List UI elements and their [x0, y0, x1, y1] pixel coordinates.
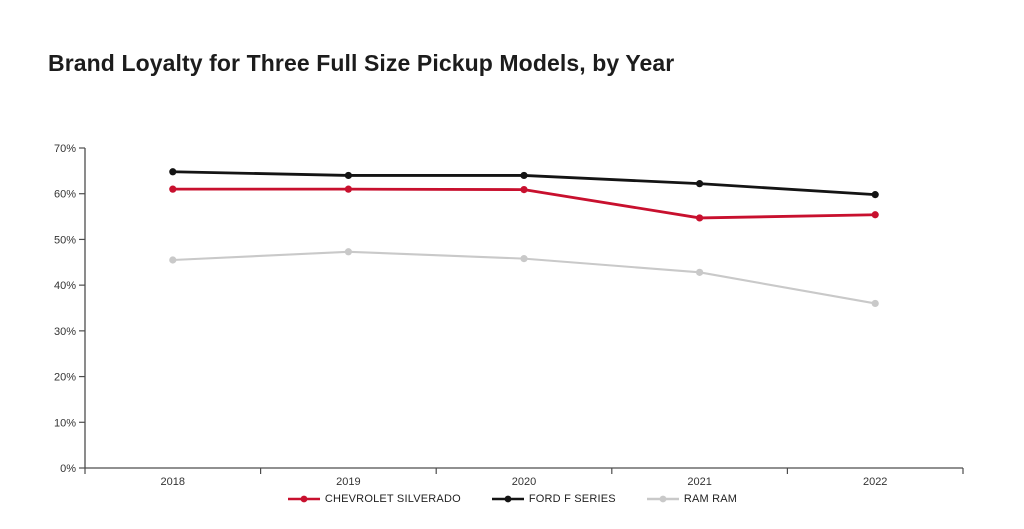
- legend-label: CHEVROLET SILVERADO: [324, 493, 461, 505]
- y-tick-label: 40%: [54, 280, 76, 292]
- data-point-ram-ram: [871, 299, 879, 308]
- x-tick-label: 2021: [687, 476, 711, 488]
- legend-item-chevrolet-silverado: CHEVROLET SILVERADO: [287, 493, 461, 505]
- legend-item-ford-f-series: FORD F SERIES: [491, 493, 616, 505]
- data-point-ford-f-series: [344, 171, 352, 180]
- data-point-chevrolet-silverado: [520, 186, 528, 194]
- data-point-chevrolet-silverado: [169, 185, 177, 193]
- x-tick-label: 2019: [336, 476, 360, 488]
- data-point-ram-ram: [169, 256, 177, 264]
- legend-label: FORD F SERIES: [528, 493, 616, 505]
- data-point-ford-f-series: [169, 168, 177, 176]
- data-point-chevrolet-silverado: [344, 185, 352, 193]
- legend-marker-icon: [287, 495, 320, 503]
- y-tick-label: 20%: [54, 372, 76, 384]
- data-point-chevrolet-silverado: [696, 214, 704, 222]
- x-tick-label: 2018: [161, 476, 185, 488]
- y-tick-label: 0%: [60, 463, 76, 475]
- y-tick-label: 50%: [54, 234, 76, 246]
- data-point-ford-f-series: [871, 191, 879, 199]
- data-point-ford-f-series: [696, 180, 704, 188]
- legend-item-ram-ram: RAM RAM: [646, 493, 737, 505]
- x-tick-label: 2022: [863, 476, 887, 488]
- x-tick-label: 2020: [512, 476, 536, 488]
- data-point-chevrolet-silverado: [871, 211, 879, 219]
- y-tick-label: 30%: [54, 326, 76, 338]
- y-tick-label: 60%: [54, 189, 76, 201]
- y-tick-label: 70%: [54, 143, 76, 155]
- legend-label: RAM RAM: [683, 493, 738, 505]
- chart-legend: CHEVROLET SILVERADO FORD F SERIES RAM RAM: [0, 493, 1024, 505]
- y-tick-label: 10%: [54, 417, 76, 429]
- data-point-ram-ram: [344, 248, 352, 256]
- series-line-chevrolet-silverado: [171, 187, 877, 220]
- data-point-ram-ram: [696, 268, 704, 276]
- data-point-ram-ram: [520, 255, 528, 263]
- legend-marker-icon: [646, 495, 679, 503]
- legend-marker-icon: [491, 495, 524, 503]
- data-point-ford-f-series: [520, 171, 528, 180]
- chart-title: Brand Loyalty for Three Full Size Pickup…: [48, 50, 675, 76]
